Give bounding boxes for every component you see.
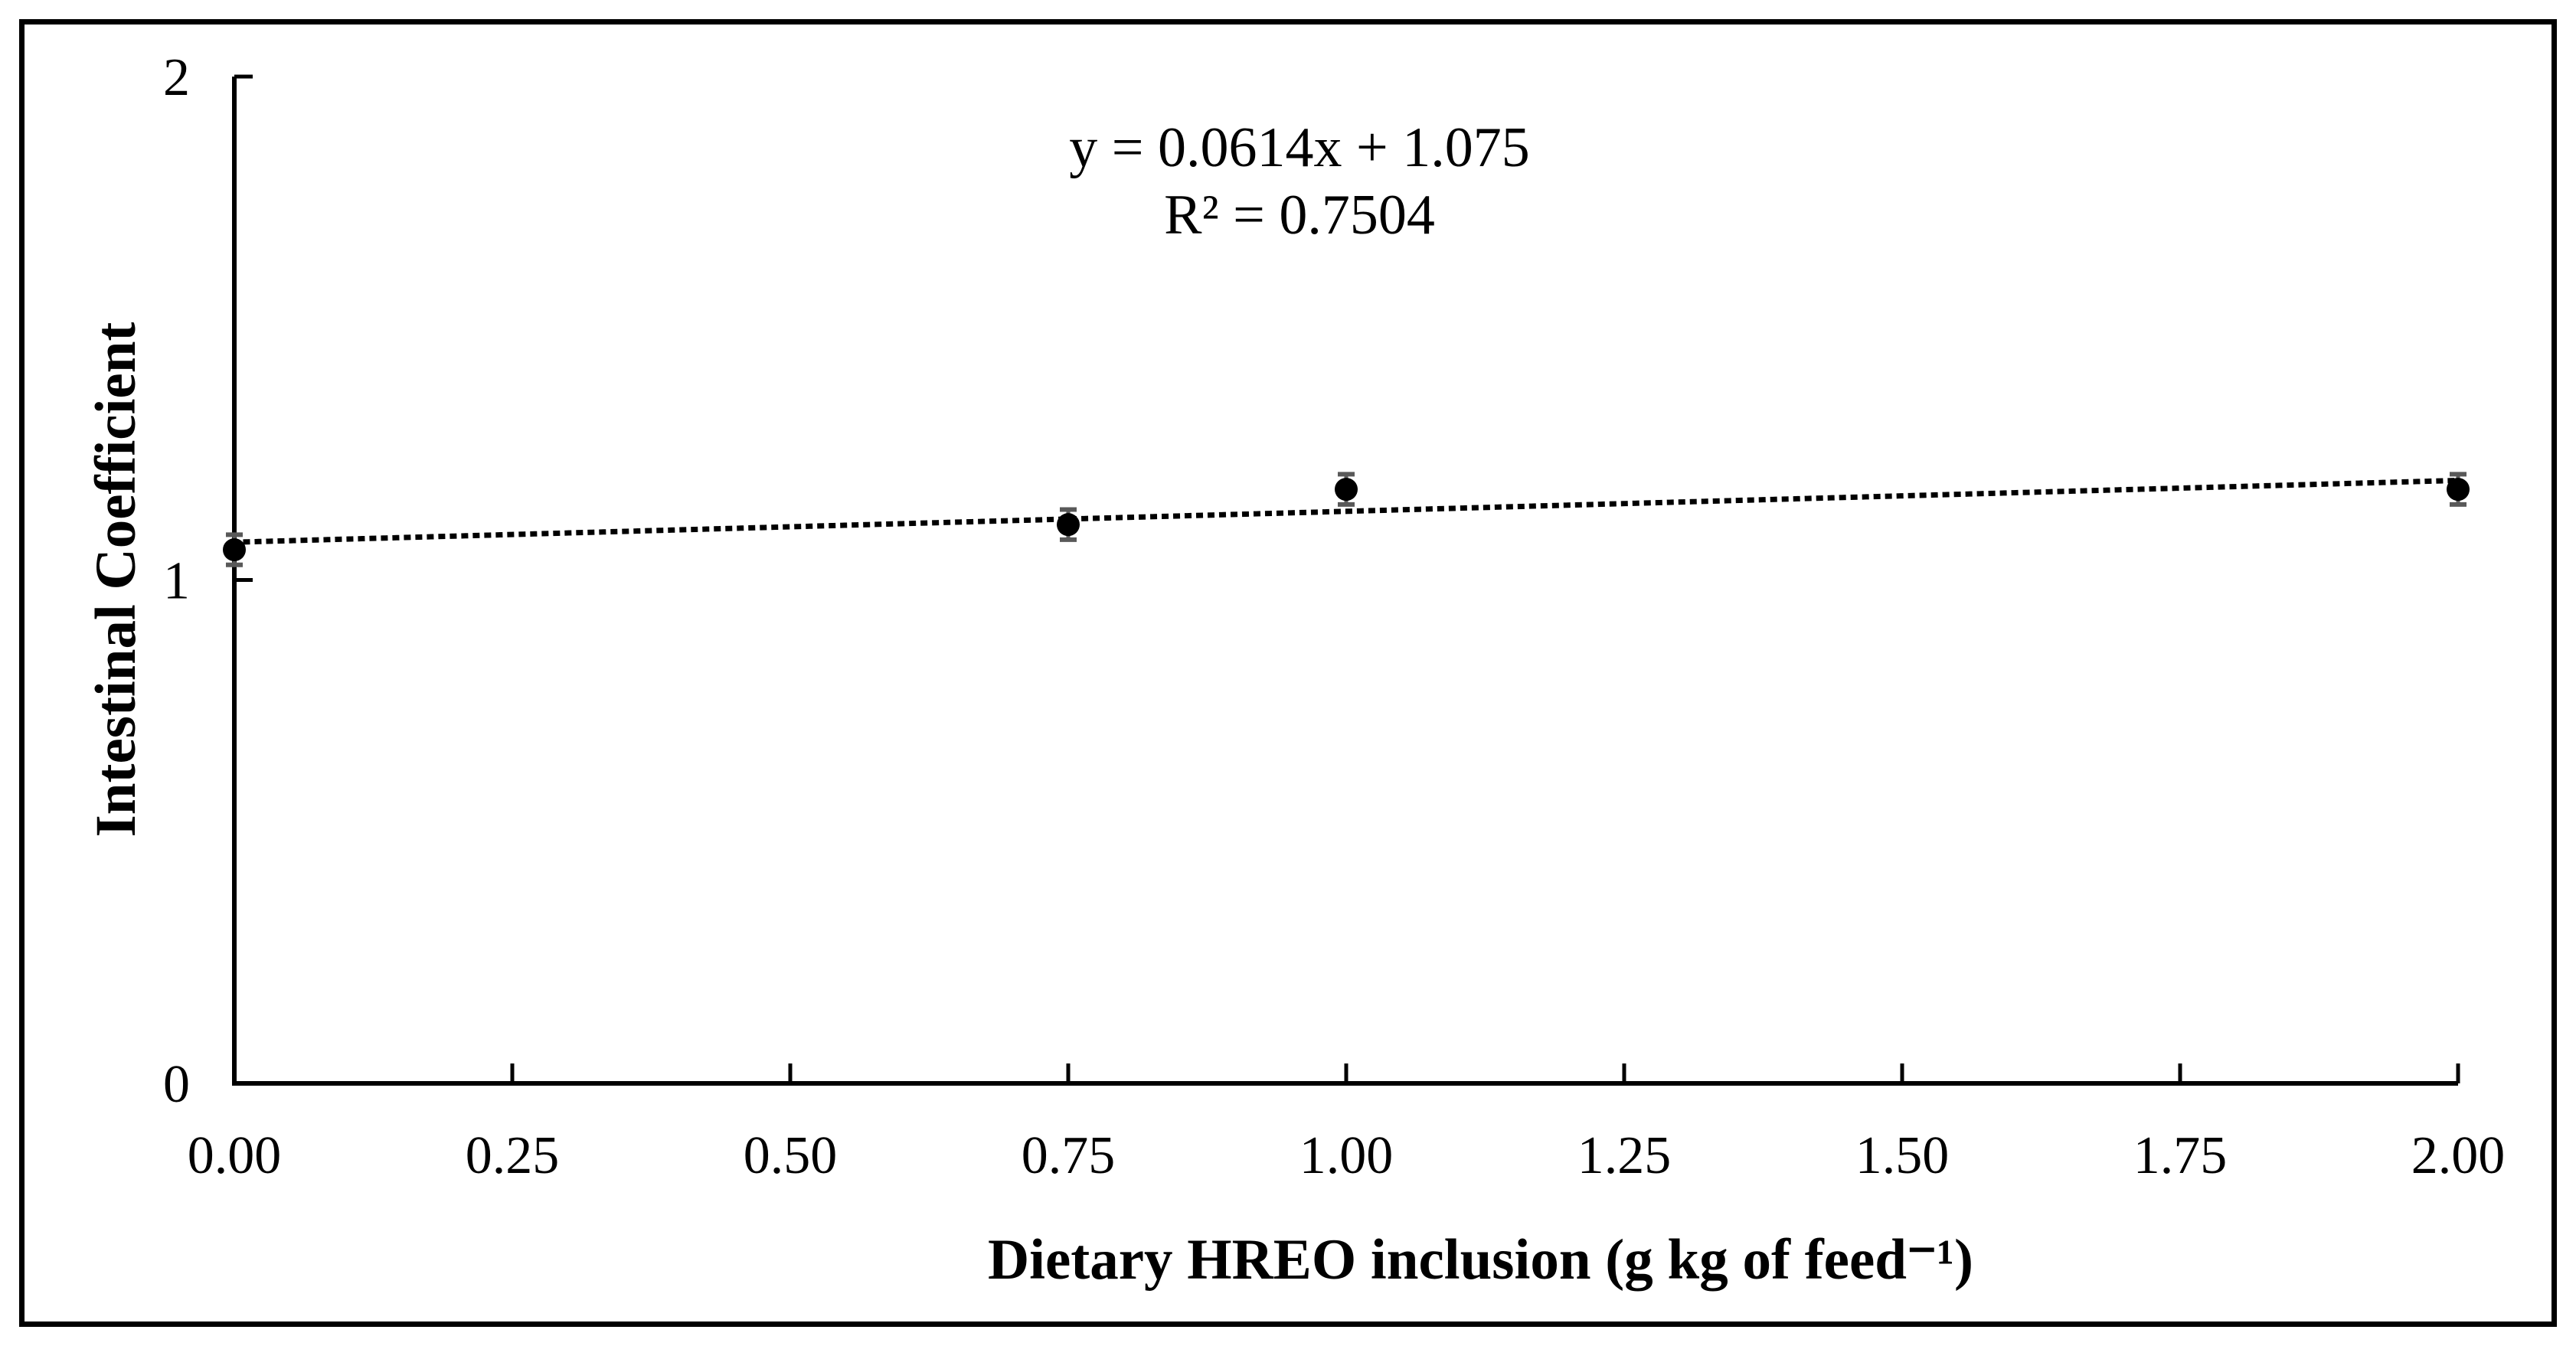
- x-tick-label: 2.00: [2411, 1126, 2506, 1185]
- y-axis-title: Intestinal Coefficient: [84, 322, 148, 838]
- x-tick-label: 0.00: [188, 1126, 282, 1185]
- x-axis-title: Dietary HREO inclusion (g kg of feed⁻¹): [988, 1228, 1974, 1292]
- axes: [232, 77, 2458, 1086]
- data-point: [2447, 478, 2470, 501]
- x-tick-label: 0.50: [744, 1126, 838, 1185]
- data-point: [223, 538, 246, 562]
- data-point: [1335, 478, 1358, 501]
- x-tick-label: 0.75: [1022, 1126, 1116, 1185]
- equation-text: y = 0.0614x + 1.075: [1069, 116, 1530, 179]
- x-tick-label: 1.00: [1299, 1126, 1394, 1185]
- trendline-annotation: y = 0.0614x + 1.075 R² = 0.7504: [917, 114, 1682, 249]
- y-tick-label: 1: [163, 552, 190, 611]
- trendline: [231, 477, 2461, 545]
- data-point: [1057, 513, 1080, 537]
- y-tick-label: 0: [163, 1055, 190, 1114]
- r-squared-text: R² = 0.7504: [1164, 184, 1435, 247]
- x-tick-label: 1.25: [1577, 1126, 1672, 1185]
- x-tick-label: 0.25: [466, 1126, 560, 1185]
- x-tick-label: 1.50: [1855, 1126, 1950, 1185]
- x-tick-label: 1.75: [2133, 1126, 2228, 1185]
- y-tick-label: 2: [163, 48, 190, 107]
